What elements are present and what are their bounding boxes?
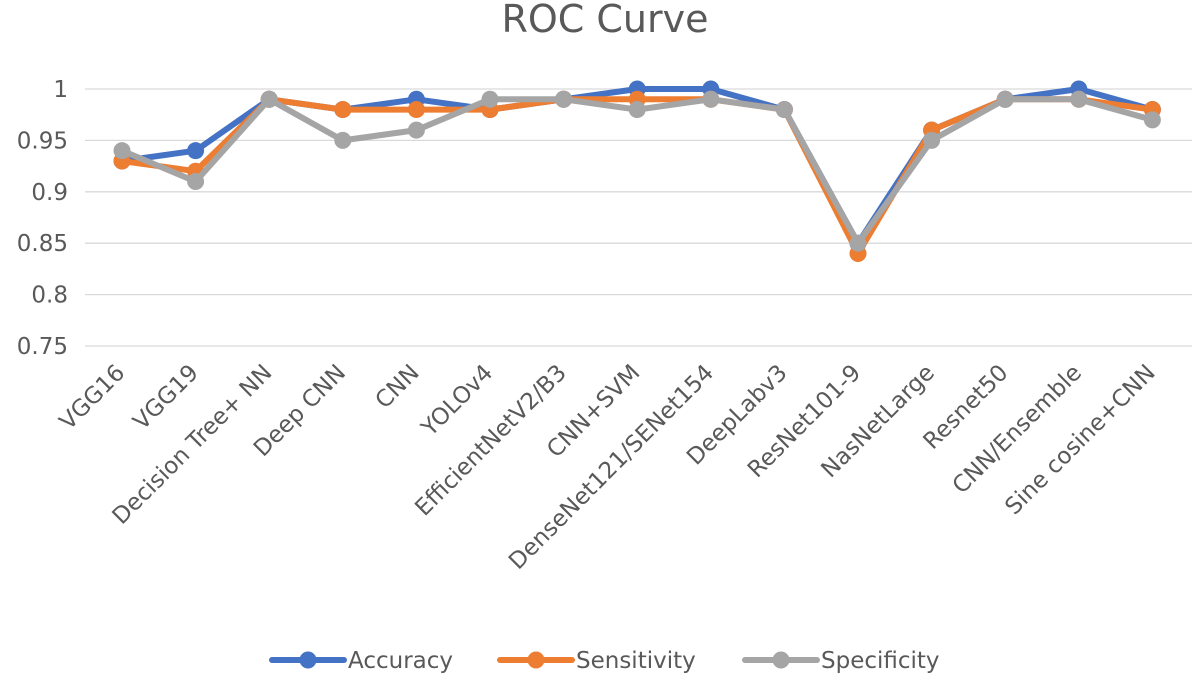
series-line <box>119 96 1156 247</box>
data-point <box>1070 90 1088 108</box>
y-tick-label: 1 <box>53 77 68 103</box>
legend-item-accuracy: Accuracy <box>269 648 453 674</box>
legend-item-specificity: Specificity <box>742 648 940 674</box>
legend-label: Accuracy <box>348 648 453 674</box>
legend-label: Sensitivity <box>576 648 696 674</box>
data-point <box>849 234 867 252</box>
x-tick-label: VGG16 <box>55 360 130 435</box>
data-point <box>187 173 205 191</box>
y-tick-label: 0.75 <box>17 334 68 360</box>
data-point <box>1143 111 1161 129</box>
x-tick-label: CNN/Ensemble <box>948 360 1087 499</box>
legend-item-sensitivity: Sensitivity <box>497 648 696 674</box>
data-point <box>187 142 205 160</box>
y-tick-label: 0.8 <box>31 283 68 309</box>
x-tick-label: CNN <box>371 360 425 414</box>
data-point <box>334 101 352 119</box>
data-point <box>113 142 131 160</box>
data-point <box>407 121 425 139</box>
data-point <box>702 90 720 108</box>
data-point <box>923 131 941 149</box>
legend: Accuracy Sensitivity Specificity <box>269 648 940 674</box>
series-specificity <box>113 90 1161 252</box>
data-point <box>260 90 278 108</box>
data-point <box>775 101 793 119</box>
gridlines <box>85 88 1192 347</box>
x-tick-label: VGG19 <box>128 360 203 435</box>
y-tick-label: 0.95 <box>17 128 68 154</box>
legend-marker <box>299 651 317 669</box>
data-point <box>555 90 573 108</box>
legend-marker <box>527 651 545 669</box>
data-point <box>334 131 352 149</box>
y-axis-ticks: 0.75 0.8 0.85 0.9 0.95 1 <box>17 77 68 360</box>
legend-label: Specificity <box>821 648 940 674</box>
series-line <box>119 96 1156 257</box>
data-point <box>407 101 425 119</box>
legend-marker <box>772 651 790 669</box>
data-point <box>996 90 1014 108</box>
chart-title: ROC Curve <box>501 0 708 41</box>
data-point <box>481 90 499 108</box>
series-layer <box>113 80 1161 262</box>
y-tick-label: 0.85 <box>17 231 68 257</box>
data-point <box>628 101 646 119</box>
y-tick-label: 0.9 <box>31 180 68 206</box>
